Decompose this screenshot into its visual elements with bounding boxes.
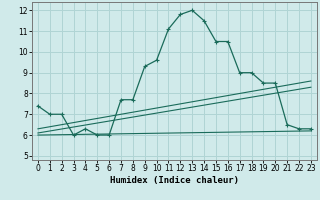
X-axis label: Humidex (Indice chaleur): Humidex (Indice chaleur) [110, 176, 239, 185]
